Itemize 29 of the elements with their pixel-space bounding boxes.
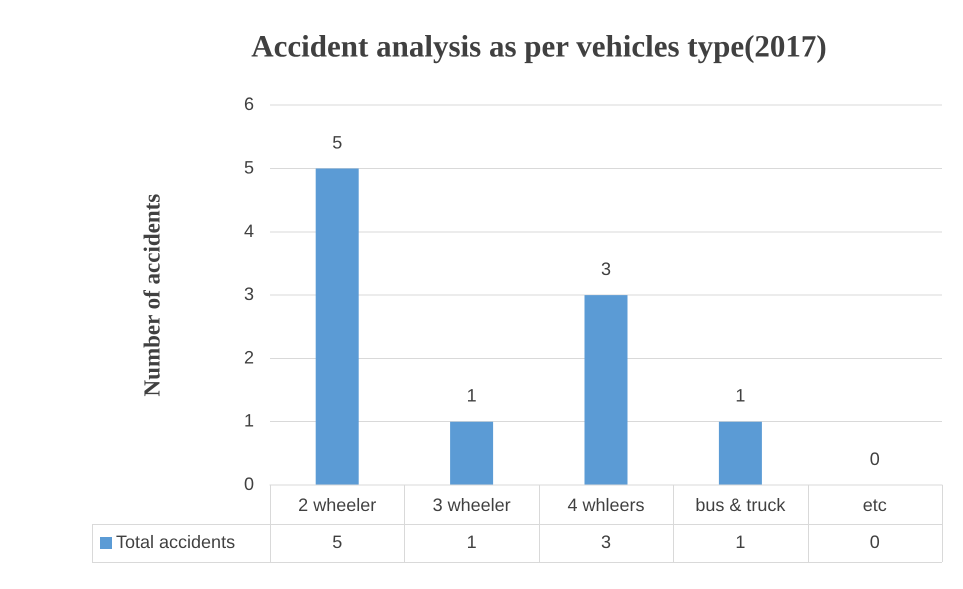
data-label: 0 (870, 532, 880, 552)
chart-title: Accident analysis as per vehicles type(2017) (251, 28, 827, 64)
annotation: 1 (735, 386, 746, 406)
x-tick-label: etc (862, 494, 887, 515)
data-label: 3 (600, 532, 612, 552)
x-tick-label: bus & truck (695, 494, 786, 515)
annotation: 1 (466, 386, 477, 406)
bar (718, 422, 762, 484)
data-label: 5 (332, 532, 342, 552)
y-axis-title: Number of accidents (140, 194, 165, 396)
bar (316, 168, 359, 484)
y-tick-label: 5 (244, 157, 254, 178)
annotation: 5 (332, 132, 342, 152)
y-tick-label: 1 (244, 410, 254, 431)
bar (450, 422, 494, 484)
annotation: 3 (600, 259, 612, 280)
x-tick-label: 2 wheeler (298, 494, 376, 515)
data-label: 1 (735, 532, 746, 552)
data-label: 1 (466, 532, 477, 552)
x-tick-label: 3 wheeler (432, 494, 511, 515)
annotation: 0 (870, 448, 880, 469)
y-tick-label: 6 (244, 94, 254, 114)
y-tick-label: 3 (244, 284, 254, 304)
x-tick-label: 4 whleers (567, 494, 645, 515)
y-tick-label: 2 (244, 347, 254, 368)
y-tick-label: 4 (244, 220, 254, 241)
legend-label: Total accidents (116, 532, 236, 552)
bar (584, 295, 628, 484)
y-tick-label: 0 (244, 474, 254, 494)
